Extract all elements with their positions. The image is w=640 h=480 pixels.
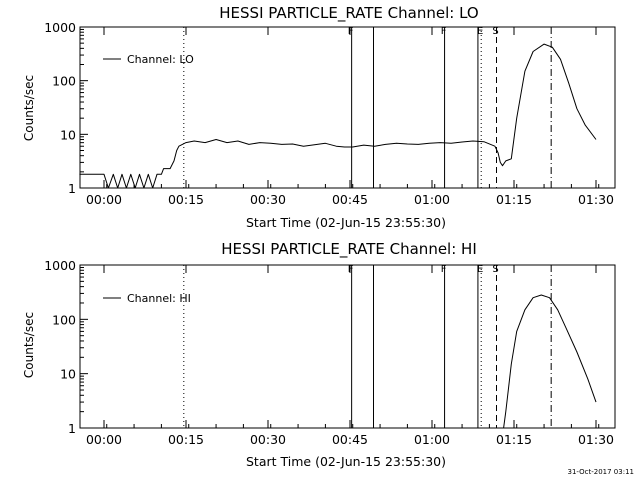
- y-tick-label: 1: [68, 181, 76, 196]
- x-tick-label: 01:15: [496, 432, 532, 447]
- x-tick-label: 00:15: [168, 192, 204, 207]
- x-tick-label: 00:00: [86, 192, 122, 207]
- y-tick-label: 10: [60, 127, 76, 142]
- marker-label: E: [477, 264, 483, 275]
- legend: Channel: HI: [103, 292, 191, 305]
- y-axis-label: Counts/sec: [22, 75, 36, 141]
- x-tick-label: 00:30: [250, 192, 286, 207]
- legend-label: Channel: HI: [127, 292, 191, 305]
- x-tick-label: 01:30: [578, 192, 614, 207]
- chart-panel-hi: HESSI PARTICLE_RATE Channel: HI Counts/s…: [22, 240, 616, 469]
- legend: Channel: LO: [103, 53, 194, 66]
- x-tick-label: 00:45: [332, 192, 368, 207]
- x-tick-label: 00:45: [332, 432, 368, 447]
- plot-frame: [79, 26, 616, 189]
- series-line: [503, 294, 597, 429]
- x-axis-label: Start Time (02-Jun-15 23:55:30): [246, 215, 446, 230]
- marker-label: S: [492, 26, 498, 37]
- y-tick-label: 100: [52, 312, 76, 327]
- x-tick-label: 01:00: [414, 192, 450, 207]
- x-tick-label: 00:00: [86, 432, 122, 447]
- legend-label: Channel: LO: [127, 53, 194, 66]
- chart-panel-lo: HESSI PARTICLE_RATE Channel: LO Counts/s…: [22, 4, 616, 230]
- marker-label: F: [348, 26, 354, 37]
- x-tick-label: 00:30: [250, 432, 286, 447]
- y-axis-label: Counts/sec: [22, 312, 36, 378]
- chart-title: HESSI PARTICLE_RATE Channel: HI: [221, 240, 477, 259]
- marker-label: F: [441, 264, 447, 275]
- x-tick-label: 00:15: [168, 432, 204, 447]
- marker-label: E: [477, 26, 483, 37]
- marker-label: F: [348, 264, 354, 275]
- series-lines: [503, 294, 597, 429]
- x-tick-label: 01:00: [414, 432, 450, 447]
- plot-frame: [79, 264, 616, 429]
- marker-label: S: [492, 264, 498, 275]
- x-tick-label: 01:15: [496, 192, 532, 207]
- y-tick-label: 100: [52, 74, 76, 89]
- y-tick-label: 1000: [44, 20, 76, 35]
- chart-title: HESSI PARTICLE_RATE Channel: LO: [219, 4, 478, 23]
- x-axis-label: Start Time (02-Jun-15 23:55:30): [246, 454, 446, 469]
- marker-label: F: [441, 26, 447, 37]
- y-tick-label: 1000: [44, 258, 76, 273]
- x-tick-label: 01:30: [578, 432, 614, 447]
- y-tick-label: 1: [68, 421, 76, 436]
- axis-ticks: 00:00 00:15 00:30 00:45 01:00 01:15 01:30 1 10 10…: [44, 20, 614, 207]
- y-tick-label: 10: [60, 367, 76, 382]
- footer-timestamp: 31-Oct-2017 03:11: [568, 468, 634, 476]
